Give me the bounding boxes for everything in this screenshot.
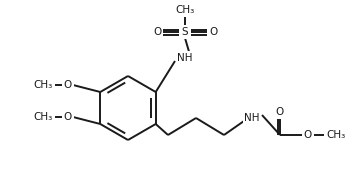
Text: NH: NH bbox=[244, 113, 260, 123]
Text: NH: NH bbox=[177, 53, 193, 63]
Text: O: O bbox=[276, 107, 284, 117]
Text: O: O bbox=[209, 27, 217, 37]
Text: O: O bbox=[64, 80, 72, 90]
Text: CH₃: CH₃ bbox=[175, 5, 195, 15]
Text: O: O bbox=[153, 27, 161, 37]
Text: O: O bbox=[304, 130, 312, 140]
Text: O: O bbox=[64, 112, 72, 122]
Text: CH₃: CH₃ bbox=[33, 80, 53, 90]
Text: CH₃: CH₃ bbox=[33, 112, 53, 122]
Text: CH₃: CH₃ bbox=[326, 130, 346, 140]
Text: S: S bbox=[182, 27, 188, 37]
